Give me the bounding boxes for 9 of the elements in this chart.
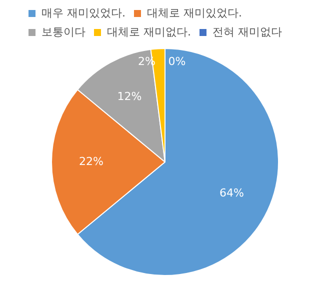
text: 0% [168,54,186,68]
legend-label: 매우 재미있었다. [42,6,126,20]
data-label: 12% [117,90,142,104]
legend-label: 보통이다 [42,25,86,38]
legend-label: 대체로 재미있었다. [146,6,242,20]
data-label: 22% [79,154,104,168]
legend-label: 대체로 재미없다. [107,25,191,38]
data-label: 64% [220,186,244,200]
legend-label: 전혀 재미없다 [212,25,282,38]
